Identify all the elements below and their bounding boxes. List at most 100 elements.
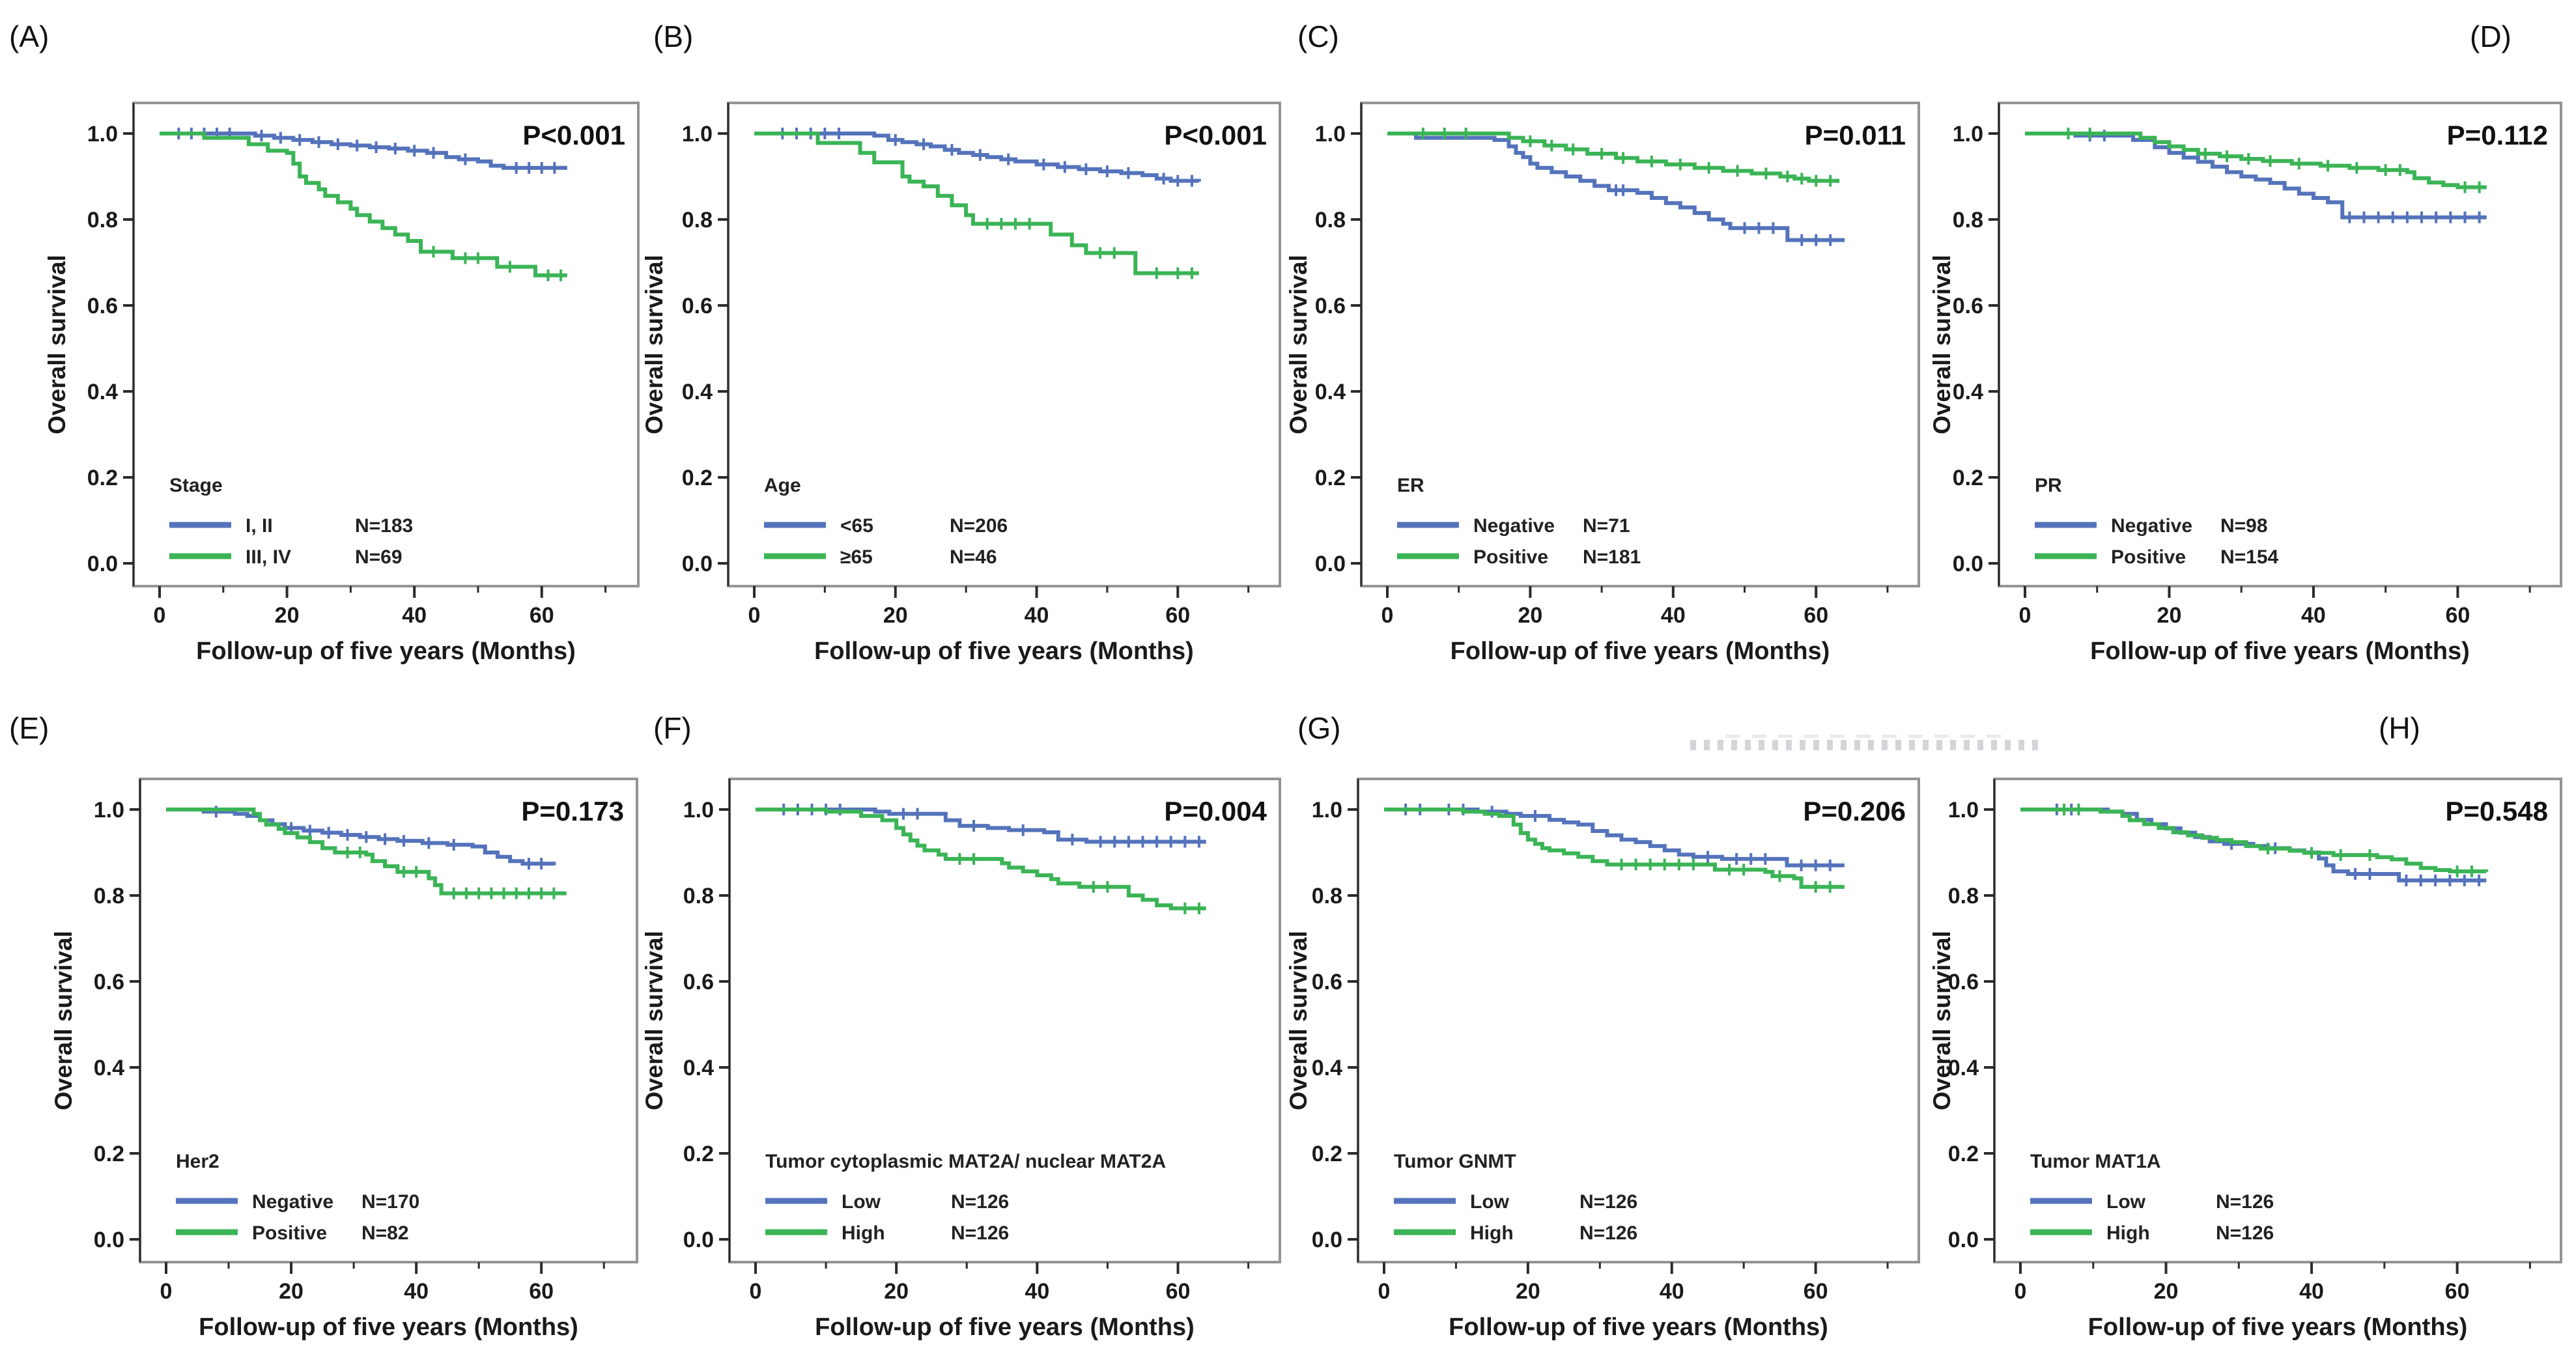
y-tick-label: 0.0 bbox=[87, 552, 118, 576]
panel-letter: (A) bbox=[9, 20, 49, 53]
x-tick-label: 20 bbox=[279, 1279, 304, 1304]
legend-series-n: N=126 bbox=[951, 1222, 1009, 1244]
x-tick-label: 0 bbox=[2015, 1279, 2027, 1304]
legend-series-name: High bbox=[2106, 1222, 2150, 1244]
y-tick-label: 0.0 bbox=[1311, 1228, 1342, 1252]
x-tick-label: 40 bbox=[1025, 1279, 1049, 1304]
x-tick-label: 0 bbox=[1378, 1279, 1390, 1304]
censor-ticks-green bbox=[432, 246, 563, 281]
x-axis-title: Follow-up of five years (Months) bbox=[2088, 1314, 2468, 1341]
y-tick-label: 0.2 bbox=[681, 466, 712, 490]
p-value-label: P=0.548 bbox=[2446, 796, 2549, 826]
y-tick-label: 0.6 bbox=[681, 294, 712, 318]
legend-series-name: Negative bbox=[2111, 515, 2192, 537]
y-tick-label: 0.2 bbox=[87, 466, 118, 490]
survival-curve-green bbox=[166, 808, 567, 895]
legend-series-name: Positive bbox=[2111, 546, 2186, 568]
y-tick-label: 0.0 bbox=[1953, 552, 1983, 576]
y-tick-label: 0.4 bbox=[683, 1056, 713, 1080]
legend-series-name: III, IV bbox=[246, 546, 291, 568]
legend-series-n: N=82 bbox=[361, 1222, 409, 1244]
x-tick-label: 60 bbox=[529, 1279, 554, 1304]
legend-title: Tumor cytoplasmic MAT2A/ nuclear MAT2A bbox=[765, 1151, 1166, 1172]
x-tick-label: 0 bbox=[748, 603, 760, 628]
km-plot: 1.0 0.8 0.6 0.4 0.2 0.0 0 20 40 60 P=0.112 PR Negati… bbox=[1932, 20, 2563, 665]
x-tick-label: 60 bbox=[1165, 1279, 1190, 1304]
censor-ticks-green bbox=[2063, 804, 2474, 878]
y-axis-title: Overall survival bbox=[50, 931, 77, 1110]
p-value-label: P=0.173 bbox=[521, 796, 624, 826]
survival-curve-blue bbox=[754, 132, 1201, 183]
y-axis-title: Overall survival bbox=[644, 255, 668, 434]
x-axis-title: Follow-up of five years (Months) bbox=[196, 638, 576, 665]
p-value-label: P<0.001 bbox=[522, 120, 625, 150]
plot-frame bbox=[1998, 102, 2563, 587]
y-tick-label: 0.8 bbox=[1311, 884, 1342, 908]
km-panel-E: 1.0 0.8 0.6 0.4 0.2 0.0 0 20 40 60 P=0.173 Her2 Nega… bbox=[0, 676, 644, 1352]
legend-series-n: N=71 bbox=[1583, 515, 1630, 537]
y-tick-label: 1.0 bbox=[1953, 122, 1983, 147]
y-tick-label: 0.4 bbox=[94, 1056, 124, 1080]
x-axis-title: Follow-up of five years (Months) bbox=[199, 1314, 578, 1341]
km-panel-D: 1.0 0.8 0.6 0.4 0.2 0.0 0 20 40 60 P=0.112 PR Negati… bbox=[1932, 0, 2575, 676]
y-tick-label: 0.8 bbox=[1314, 208, 1345, 232]
panel-letter: (C) bbox=[1297, 20, 1339, 53]
y-tick-label: 0.4 bbox=[1314, 380, 1345, 404]
legend-series-n: N=126 bbox=[1579, 1222, 1637, 1244]
legend-series-n: N=126 bbox=[2216, 1222, 2274, 1244]
x-tick-label: 60 bbox=[1804, 603, 1828, 628]
plot-frame bbox=[726, 102, 1281, 587]
y-tick-label: 1.0 bbox=[683, 798, 713, 823]
y-tick-label: 0.2 bbox=[1953, 466, 1983, 490]
legend-series-n: N=98 bbox=[2220, 515, 2268, 537]
y-tick-label: 0.4 bbox=[1311, 1056, 1342, 1080]
x-axis-title: Follow-up of five years (Months) bbox=[815, 1314, 1195, 1341]
x-tick-label: 0 bbox=[749, 1279, 761, 1304]
km-panel-H: 1.0 0.8 0.6 0.4 0.2 0.0 0 20 40 60 P=0.548 Tumor MA… bbox=[1932, 676, 2575, 1352]
p-value-label: P=0.112 bbox=[2447, 120, 2548, 150]
legend-series-n: N=206 bbox=[950, 515, 1008, 537]
survival-curve-green bbox=[755, 808, 1206, 910]
plot-frame bbox=[139, 778, 638, 1263]
legend-series-n: N=126 bbox=[1579, 1191, 1637, 1213]
y-tick-label: 1.0 bbox=[94, 798, 124, 823]
legend-series-n: N=170 bbox=[361, 1191, 419, 1213]
survival-curve-blue bbox=[2025, 132, 2487, 219]
censor-ticks-green bbox=[2067, 128, 2481, 193]
x-tick-label: 40 bbox=[2299, 1279, 2324, 1304]
censor-ticks-green bbox=[985, 218, 1193, 279]
legend-title: PR bbox=[2035, 475, 2062, 496]
plot-frame bbox=[1356, 778, 1920, 1263]
y-tick-label: 0.6 bbox=[1953, 294, 1983, 318]
faint-artifact-text-2 bbox=[1726, 735, 2006, 738]
legend-series-n: N=183 bbox=[355, 515, 413, 537]
x-axis-title: Follow-up of five years (Months) bbox=[814, 638, 1194, 665]
legend-series-n: N=69 bbox=[355, 546, 403, 568]
y-tick-label: 0.0 bbox=[94, 1228, 124, 1252]
km-panel-B: 1.0 0.8 0.6 0.4 0.2 0.0 0 20 40 60 P<0.001 Age <65 N=… bbox=[644, 0, 1288, 676]
y-tick-label: 1.0 bbox=[681, 122, 712, 147]
y-tick-label: 1.0 bbox=[1314, 122, 1345, 147]
legend-series-name: Positive bbox=[1473, 546, 1548, 568]
x-tick-label: 20 bbox=[1518, 603, 1542, 628]
survival-curve-blue bbox=[1383, 808, 1845, 867]
legend-title: Her2 bbox=[176, 1151, 219, 1172]
censor-ticks-green bbox=[346, 847, 556, 899]
y-tick-label: 0.8 bbox=[681, 208, 712, 232]
y-axis-title: Overall survival bbox=[1932, 931, 1955, 1110]
y-tick-label: 1.0 bbox=[87, 122, 118, 147]
survival-curve-green bbox=[2025, 132, 2487, 190]
legend-series-name: Negative bbox=[1473, 515, 1555, 537]
x-tick-label: 40 bbox=[402, 603, 427, 628]
y-axis-title: Overall survival bbox=[44, 255, 70, 434]
y-tick-label: 0.4 bbox=[1953, 380, 1983, 404]
survival-curve-green bbox=[2020, 808, 2489, 874]
legend-series-n: N=154 bbox=[2220, 546, 2279, 568]
km-panel-C: 1.0 0.8 0.6 0.4 0.2 0.0 0 20 40 60 P=0.011 ER Negati… bbox=[1288, 0, 1932, 676]
plot-frame bbox=[1359, 102, 1920, 587]
km-panel-F: 1.0 0.8 0.6 0.4 0.2 0.0 0 20 40 60 P=0.004 Tumor cy… bbox=[644, 676, 1288, 1352]
y-tick-label: 0.8 bbox=[683, 884, 713, 908]
y-tick-label: 1.0 bbox=[1948, 798, 1979, 823]
plot-frame bbox=[132, 102, 640, 587]
x-tick-label: 60 bbox=[2446, 603, 2470, 628]
